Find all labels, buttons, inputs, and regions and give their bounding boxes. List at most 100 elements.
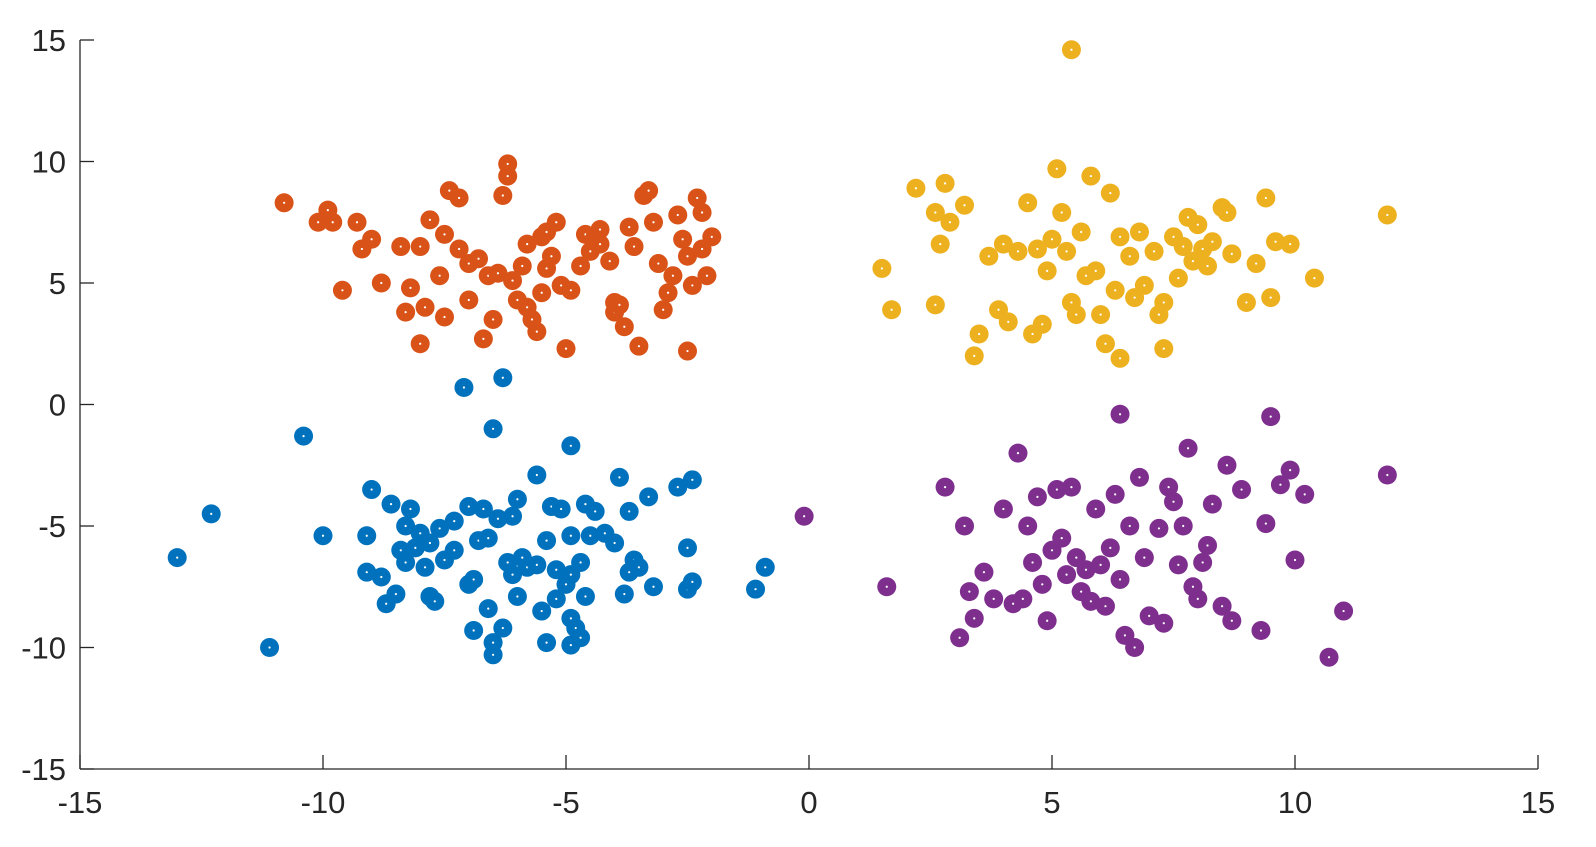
scatter-point-center xyxy=(433,600,436,603)
scatter-point-center xyxy=(380,281,383,285)
scatter-point-center xyxy=(1128,255,1131,258)
scatter-point-center xyxy=(467,262,470,265)
scatter-point-center xyxy=(1007,320,1010,323)
scatter-point-center xyxy=(652,221,655,224)
scatter-point-center xyxy=(623,592,626,596)
scatter-point-center xyxy=(540,291,543,294)
scatter-point-center xyxy=(453,520,456,523)
scatter-point-center xyxy=(443,558,446,562)
scatter-point-center xyxy=(1186,216,1190,219)
scatter-point-center xyxy=(487,537,490,540)
scatter-point-center xyxy=(526,243,529,246)
scatter-point-center xyxy=(1133,646,1136,649)
scatter-point-center xyxy=(564,347,568,350)
scatter-point-center xyxy=(1118,357,1122,360)
scatter-point-center xyxy=(492,653,495,656)
scatter-point-center xyxy=(506,561,509,564)
scatter-point-center xyxy=(1148,614,1151,618)
scatter-point-center xyxy=(1109,546,1112,549)
scatter-point-center xyxy=(584,503,587,506)
scatter-point-center xyxy=(370,488,373,491)
scatter-point-center xyxy=(1104,342,1107,345)
scatter-point-center xyxy=(958,636,961,639)
scatter-point-center xyxy=(1002,243,1005,246)
scatter-point-center xyxy=(1065,250,1068,253)
scatter-point-center xyxy=(1046,269,1049,272)
x-tick-label: 0 xyxy=(800,785,817,820)
scatter-point-center xyxy=(492,641,495,644)
scatter-point-center xyxy=(1157,313,1161,316)
scatter-point-center xyxy=(545,641,548,644)
scatter-point-center xyxy=(686,255,689,258)
scatter-point-center xyxy=(501,376,504,379)
scatter-point-center xyxy=(482,507,485,511)
scatter-point-center xyxy=(1143,284,1146,287)
scatter-point-center xyxy=(1152,250,1156,253)
x-tick-label: 15 xyxy=(1521,785,1555,820)
scatter-point-center xyxy=(1162,347,1165,350)
scatter-point-center xyxy=(1036,495,1039,498)
scatter-point-center xyxy=(686,546,689,549)
scatter-point-center xyxy=(1303,493,1306,496)
scatter-points xyxy=(167,40,1397,667)
y-tick-label: 15 xyxy=(32,23,66,58)
scatter-point-center xyxy=(1128,524,1131,528)
scatter-point-center xyxy=(1138,230,1141,234)
scatter-point-center xyxy=(589,250,592,253)
scatter-point-center xyxy=(594,510,597,513)
scatter-point-center xyxy=(676,486,679,489)
scatter-point-center xyxy=(628,510,631,513)
scatter-point-center xyxy=(419,342,422,345)
scatter-point-center xyxy=(428,218,432,221)
scatter-point-center xyxy=(501,194,504,197)
scatter-point-center xyxy=(511,515,514,518)
scatter-point-center xyxy=(1313,277,1316,280)
y-tick-label: 5 xyxy=(49,266,66,301)
cluster-series-3 xyxy=(872,40,1397,368)
scatter-point-center xyxy=(978,332,981,336)
scatter-point-center xyxy=(404,561,407,564)
scatter-point-center xyxy=(1143,556,1146,559)
scatter-point-center xyxy=(1070,486,1073,489)
scatter-point-center xyxy=(569,444,572,447)
scatter-point-center xyxy=(754,588,757,591)
scatter-point-center xyxy=(637,566,641,569)
scatter-point-center xyxy=(355,221,359,224)
y-tick-label: 10 xyxy=(32,145,66,180)
scatter-point-center xyxy=(1055,488,1058,491)
scatter-point-center xyxy=(268,646,271,649)
scatter-point-center xyxy=(1133,296,1136,299)
scatter-point-center xyxy=(564,583,568,586)
scatter-point-center xyxy=(574,626,577,630)
scatter-point-center xyxy=(1114,289,1117,292)
scatter-point-center xyxy=(1080,590,1083,593)
scatter-point-center xyxy=(496,272,500,275)
scatter-point-center xyxy=(569,643,572,647)
scatter-point-center xyxy=(1201,561,1204,564)
scatter-point-center xyxy=(569,534,572,537)
scatter-point-center xyxy=(710,235,713,238)
scatter-point-center xyxy=(555,221,558,224)
scatter-point-center xyxy=(540,609,543,613)
scatter-point-center xyxy=(598,228,602,231)
scatter-point-center xyxy=(496,517,500,520)
scatter-point-center xyxy=(700,211,704,214)
scatter-point-center xyxy=(1012,602,1015,605)
scatter-point-center xyxy=(419,532,422,535)
scatter-point-center xyxy=(1021,597,1024,601)
scatter-point-center xyxy=(1230,619,1233,622)
scatter-point-center xyxy=(880,267,884,270)
scatter-point-center xyxy=(365,571,368,574)
scatter-point-center xyxy=(618,476,621,479)
scatter-point-center xyxy=(681,238,684,241)
scatter-point-center xyxy=(914,187,918,190)
scatter-point-center xyxy=(579,636,582,639)
scatter-point-center xyxy=(671,274,675,277)
scatter-point-center xyxy=(1118,235,1122,238)
y-tick-label: -5 xyxy=(38,509,66,544)
scatter-point-center xyxy=(1191,585,1195,588)
scatter-point-center xyxy=(370,238,373,241)
axes xyxy=(79,40,1538,770)
scatter-point-center xyxy=(511,279,514,282)
